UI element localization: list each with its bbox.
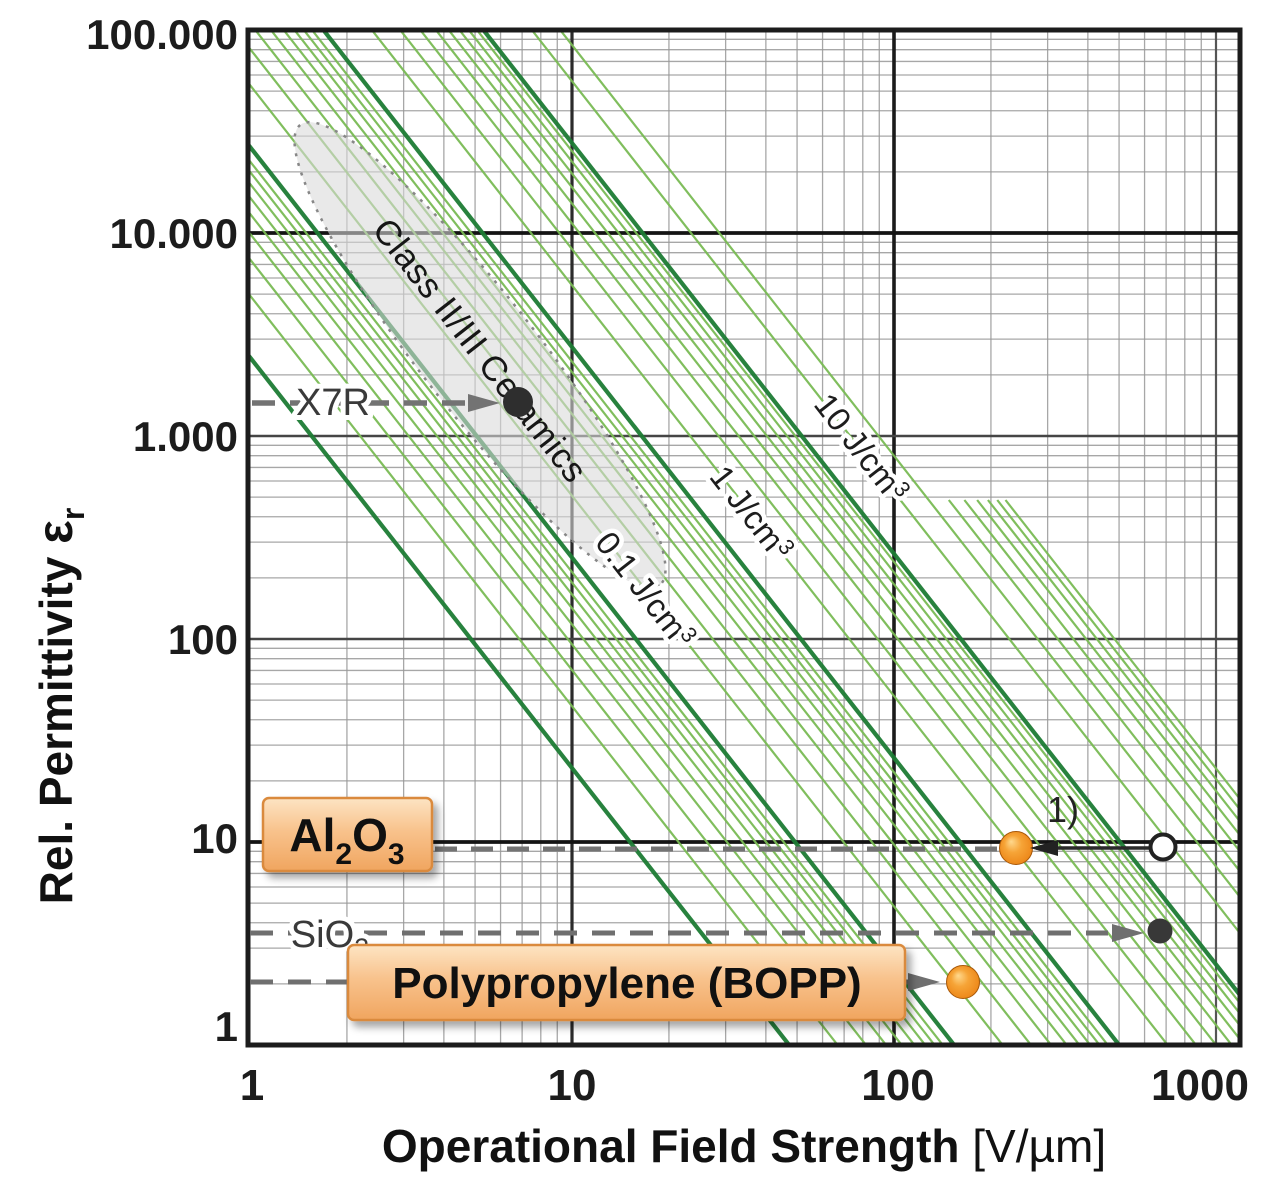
x-tick-100: 100 xyxy=(861,1061,934,1110)
al2o3-reference-open-circle xyxy=(1148,832,1178,862)
y-tick-1000: 1.000 xyxy=(133,413,238,460)
bopp-box-label: Polypropylene (BOPP) xyxy=(392,959,861,1008)
x-axis-ticks: 1 10 100 1000 xyxy=(240,1061,1249,1110)
x7r-arrowhead-icon xyxy=(468,394,500,412)
al2o3-shift-arrowhead-icon xyxy=(1030,840,1058,856)
sio2-annotation: SiO2 xyxy=(250,909,1173,968)
bopp-point xyxy=(946,965,980,999)
footnote-marker: 1) xyxy=(1047,789,1079,830)
bopp-box-rect xyxy=(346,943,907,1022)
sio2-label: SiO2 xyxy=(291,914,369,963)
x7r-annotation: X7R xyxy=(252,377,533,429)
y-tick-10000: 10.000 xyxy=(110,210,238,257)
y-tick-100000: 100.000 xyxy=(86,11,238,58)
x-tick-10: 10 xyxy=(548,1061,597,1110)
x-axis-title: Operational Field Strength [V/µm] xyxy=(382,1120,1106,1172)
bopp-box: Polypropylene (BOPP) xyxy=(346,943,907,1022)
x7r-point xyxy=(503,387,533,417)
al2o3-annotation: 1) xyxy=(435,789,1178,865)
y-tick-1: 1 xyxy=(215,1003,238,1050)
sio2-arrowhead-icon xyxy=(1112,924,1144,942)
al2o3-box-rect xyxy=(261,796,434,873)
y-tick-10: 10 xyxy=(191,815,238,862)
bopp-arrowhead-icon xyxy=(908,973,940,991)
y-axis-ticks: 100.000 10.000 1.000 100 10 1 xyxy=(86,11,238,1050)
x7r-label: X7R xyxy=(296,382,370,424)
al2o3-box: Al2O3 xyxy=(261,796,434,873)
sio2-point xyxy=(1147,918,1173,944)
y-axis-title: Rel. Permittivity εr xyxy=(27,508,91,905)
al2o3-box-label: Al2O3 xyxy=(289,809,404,871)
x-tick-1: 1 xyxy=(240,1061,264,1110)
ceramics-region-blob xyxy=(293,120,667,590)
al2o3-point xyxy=(999,831,1033,865)
y-tick-100: 100 xyxy=(168,616,238,663)
plot-border xyxy=(245,27,1243,1048)
x-tick-1000: 1000 xyxy=(1151,1061,1249,1110)
